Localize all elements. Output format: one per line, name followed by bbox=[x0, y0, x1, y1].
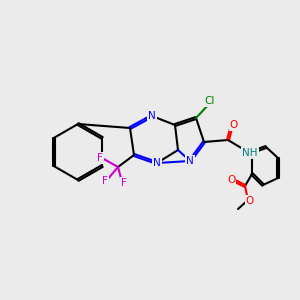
Text: F: F bbox=[121, 178, 127, 188]
Text: O: O bbox=[230, 120, 238, 130]
Text: O: O bbox=[227, 175, 235, 185]
Text: N: N bbox=[148, 111, 156, 121]
Text: N: N bbox=[153, 158, 161, 168]
Text: O: O bbox=[246, 196, 254, 206]
Text: F: F bbox=[102, 176, 108, 186]
Text: N: N bbox=[186, 156, 194, 166]
Text: F: F bbox=[97, 153, 103, 163]
Text: NH: NH bbox=[242, 148, 258, 158]
Text: Cl: Cl bbox=[205, 96, 215, 106]
